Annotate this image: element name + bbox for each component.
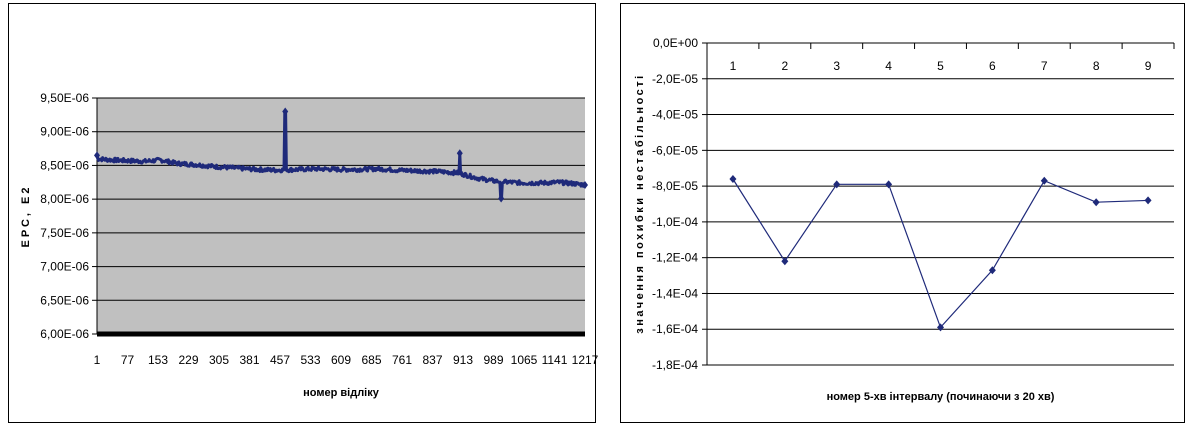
- right-data-point: [833, 180, 841, 189]
- left-data-point: [94, 151, 100, 160]
- right-data-point: [988, 266, 996, 275]
- right-x-tick-label: 1: [730, 59, 737, 73]
- left-y-tick-label: 6,00E-06: [40, 327, 89, 341]
- right-x-tick-label: 9: [1145, 59, 1152, 73]
- left-gridlines: [92, 97, 585, 337]
- left-x-tick-label: 533: [300, 353, 320, 367]
- left-y-tick-label: 8,00E-06: [40, 192, 89, 206]
- right-y-tick-label: -8,0E-05: [652, 179, 698, 193]
- left-x-tick-label: 837: [422, 353, 442, 367]
- left-x-tick-label: 989: [483, 353, 503, 367]
- right-y-tick-label: -1,4E-04: [652, 286, 698, 300]
- chart-left: 9,50E-06 9,00E-06 8,50E-06 8,00E-06 7,50E-06…: [20, 91, 599, 399]
- left-x-tick-label: 77: [121, 353, 135, 367]
- chart-panel-right: 0,0E+00 -2,0E-05 -4,0E-05 -6,0E-05 -8,0E-05 -…: [620, 3, 1185, 423]
- left-data-point: [456, 149, 463, 158]
- left-y-tick-label: 6,50E-06: [40, 293, 89, 307]
- right-data-point: [1040, 176, 1048, 185]
- right-x-tick-labels: 1 2 3 4 5 6 7 8 9: [730, 59, 1152, 73]
- right-y-tick-label: -2,0E-05: [652, 72, 698, 86]
- left-x-tick-label: 1141: [542, 353, 568, 367]
- chart-panel-left: 9,50E-06 9,00E-06 8,50E-06 8,00E-06 7,50E-06…: [8, 3, 599, 423]
- left-x-tick-label: 913: [453, 353, 473, 367]
- right-y-tick-label: -1,2E-04: [652, 251, 698, 265]
- right-series: [729, 174, 1152, 332]
- right-data-point: [1144, 196, 1152, 205]
- left-x-tick-labels: 1 77 153 229 305 381 457 533 609 685 761 837 913 989 1…: [94, 353, 599, 367]
- left-x-tick-label: 381: [239, 353, 259, 367]
- left-x-tick-label: 1217: [572, 353, 599, 367]
- right-y-tick-labels: 0,0E+00 -2,0E-05 -4,0E-05 -6,0E-05 -8,0E-05 -…: [652, 36, 698, 372]
- right-data-point: [937, 323, 944, 332]
- right-data-point: [729, 174, 737, 183]
- left-x-tick-label: 761: [392, 353, 412, 367]
- left-x-tick-label: 229: [178, 353, 198, 367]
- right-x-tick-label: 7: [1041, 59, 1048, 73]
- right-x-tick-label: 8: [1093, 59, 1100, 73]
- right-y-axis-label: значення похибки нестабільності: [634, 73, 646, 333]
- left-data-point: [582, 180, 588, 189]
- right-x-tick-label: 4: [885, 59, 892, 73]
- left-x-tick-label: 457: [270, 353, 290, 367]
- left-x-axis-label: номер відліку: [303, 387, 380, 399]
- left-series-line: [95, 110, 587, 200]
- right-x-tick-label: 3: [833, 59, 840, 73]
- left-x-tick-label: 685: [361, 353, 381, 367]
- left-data-point: [498, 194, 505, 203]
- right-x-tick-label: 2: [781, 59, 788, 73]
- left-y-tick-label: 7,00E-06: [40, 260, 89, 274]
- left-x-tick-label: 1: [94, 353, 101, 367]
- right-y-tick-label: -6,0E-05: [652, 143, 698, 157]
- left-y-tick-label: 8,50E-06: [40, 158, 89, 172]
- left-plot-area: [97, 98, 585, 334]
- left-y-tick-labels: 9,50E-06 9,00E-06 8,50E-06 8,00E-06 7,50E-06…: [40, 91, 89, 341]
- right-y-tick-label: -4,0E-05: [652, 108, 698, 122]
- right-data-point: [885, 180, 893, 189]
- left-y-axis-label: ЕРС, Е2: [20, 185, 32, 248]
- right-data-point: [1092, 198, 1100, 207]
- left-y-tick-label: 9,00E-06: [40, 125, 89, 139]
- right-data-point: [781, 257, 789, 266]
- left-x-tick-label: 1065: [511, 353, 538, 367]
- right-y-tick-label: -1,8E-04: [652, 358, 698, 372]
- left-x-tick-label: 609: [331, 353, 351, 367]
- left-y-tick-label: 7,50E-06: [40, 226, 89, 240]
- right-y-tick-label: -1,6E-04: [652, 322, 698, 336]
- right-series-line: [732, 178, 1149, 329]
- left-x-tick-label: 305: [209, 353, 229, 367]
- right-x-tick-label: 6: [989, 59, 996, 73]
- chart-right: 0,0E+00 -2,0E-05 -4,0E-05 -6,0E-05 -8,0E-05 -…: [634, 36, 1175, 403]
- left-x-tick-label: 153: [148, 353, 168, 367]
- right-x-tick-label: 5: [937, 59, 944, 73]
- right-y-tick-label: -1,0E-04: [652, 215, 698, 229]
- left-y-tick-label: 9,50E-06: [40, 91, 89, 105]
- right-gridlines: [702, 42, 1175, 366]
- right-y-tick-label: 0,0E+00: [653, 36, 698, 50]
- right-x-axis-label: номер 5-хв інтервалу (починаючи з 20 хв): [827, 391, 1055, 403]
- left-data-point: [282, 107, 289, 116]
- left-series: [94, 107, 588, 203]
